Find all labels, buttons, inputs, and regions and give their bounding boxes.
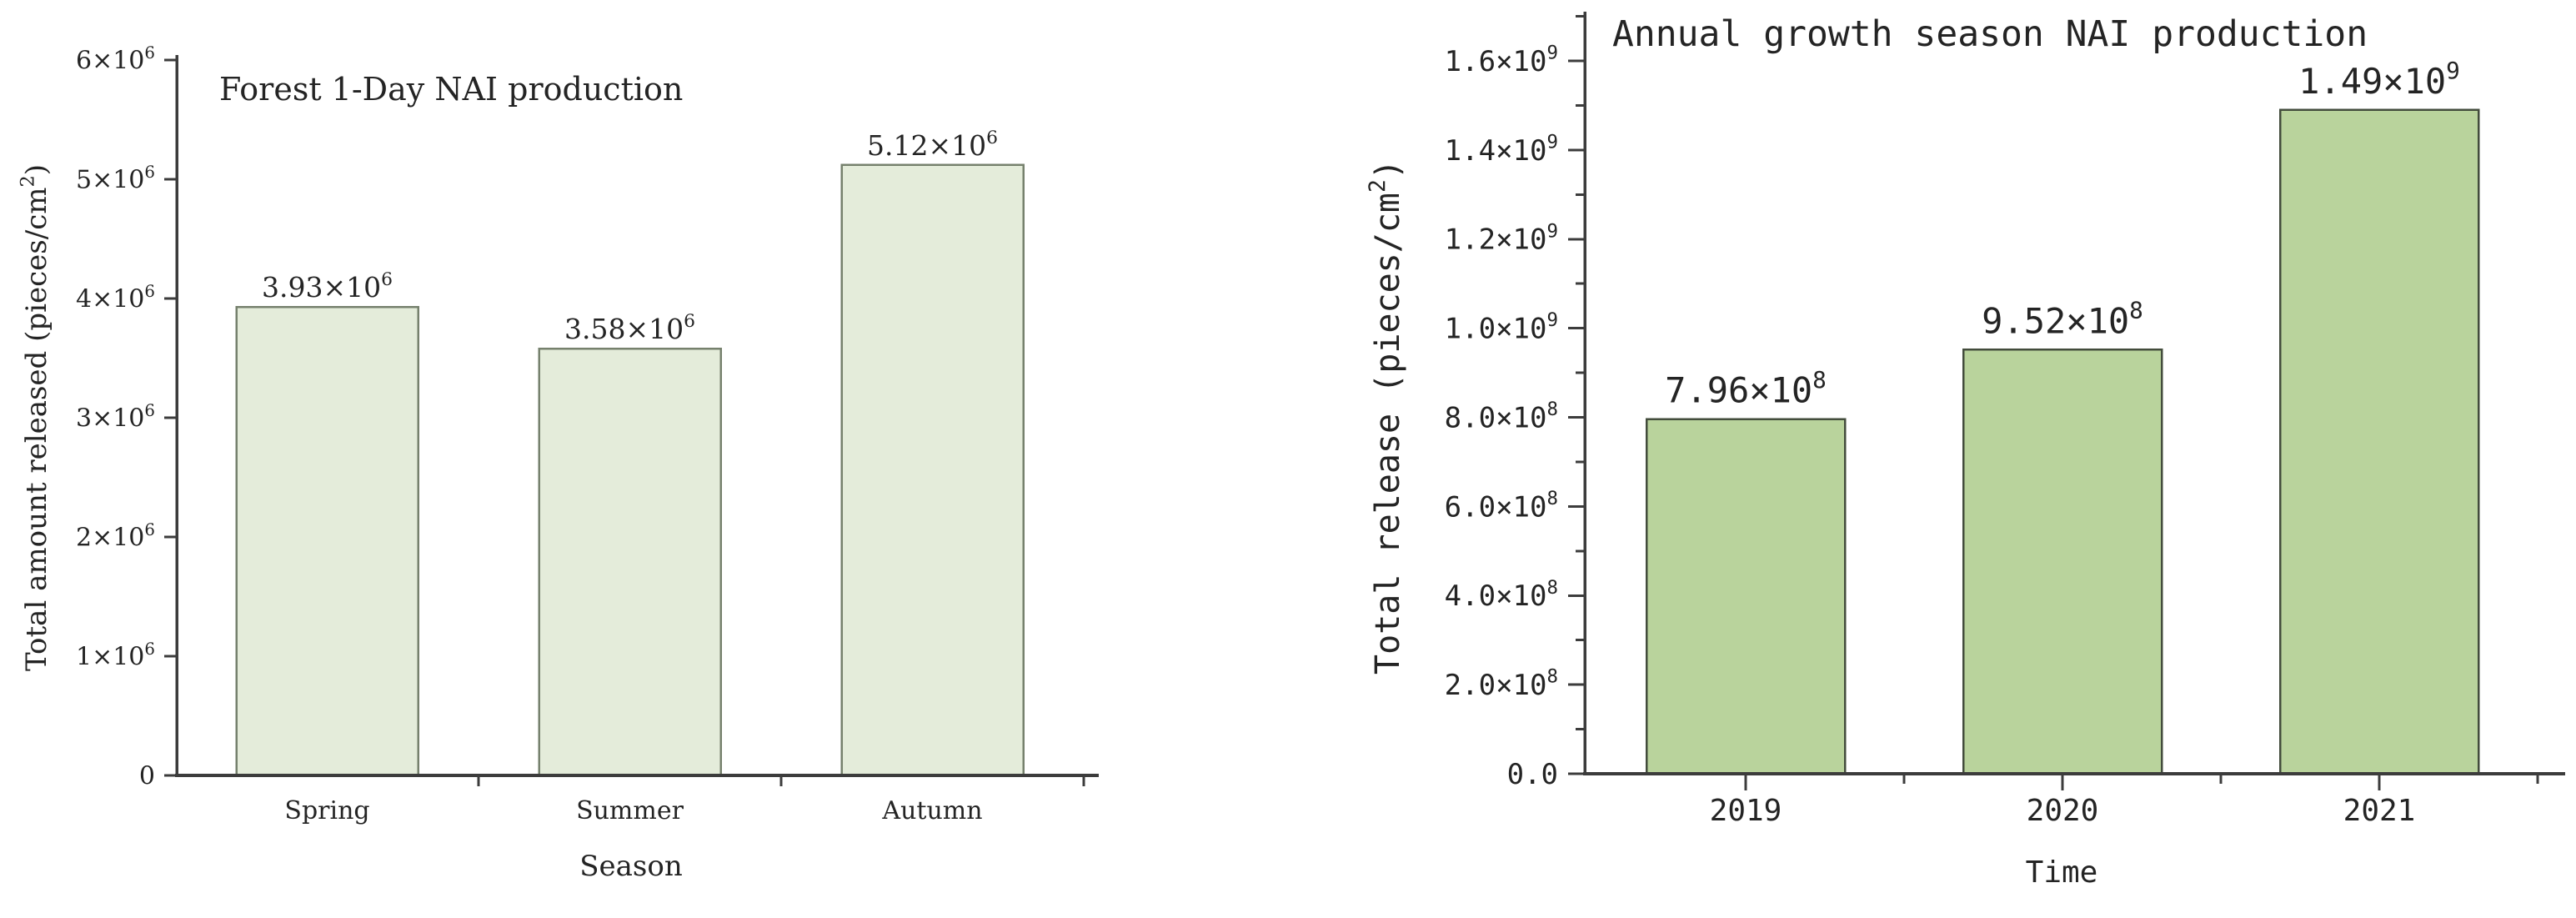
x-tick-label: 2019 (1710, 794, 1782, 828)
bar (538, 347, 722, 777)
y-tick-label: 1×106 (76, 640, 155, 672)
x-tick-label: Spring (284, 796, 369, 825)
y-tick-label: 1.4×109 (1445, 131, 1558, 167)
forest-1day-chart: 0 1×106 2×106 3×106 4×106 5×106 6×106 3.93×106 S… (18, 43, 1099, 883)
y-tick-label: 2×106 (76, 520, 155, 553)
annual-growth-chart-panel: 0.0 2.0×108 4.0×108 6.0×108 8.0×108 1.0×109 1.… (1288, 0, 2576, 918)
y-tick-label: 1.0×109 (1445, 309, 1558, 345)
bar-value-label: 3.58×106 (564, 311, 695, 345)
y-tick-label: 0 (139, 762, 155, 791)
bar (840, 163, 1025, 777)
bar (1962, 349, 2163, 775)
x-axis-title: Time (2026, 855, 2098, 890)
y-tick-label: 2.0×108 (1445, 666, 1558, 702)
x-tick-label: 2020 (2027, 794, 2099, 828)
y-tick-label: 4.0×108 (1445, 577, 1558, 613)
x-tick-label: Autumn (881, 796, 982, 825)
y-tick-label: 1.2×109 (1445, 220, 1558, 256)
y-tick-label: 5×106 (76, 163, 155, 195)
y-tick-label: 8.0×108 (1445, 399, 1558, 434)
annual-growth-chart: 0.0 2.0×108 4.0×108 6.0×108 8.0×108 1.0×109 1.… (1365, 12, 2565, 890)
chart-title: Annual growth season NAI production (1612, 13, 2368, 55)
y-axis-title: Total amount released (pieces/cm2) (18, 164, 53, 671)
y-tick-label: 6×106 (76, 43, 155, 76)
bar-value-label: 1.49×109 (2298, 57, 2460, 102)
bar-value-label: 3.93×106 (262, 269, 393, 303)
y-tick-label: 3×106 (76, 401, 155, 434)
bar-value-label: 7.96×108 (1665, 366, 1827, 411)
y-tick-label: 1.6×109 (1445, 43, 1558, 78)
y-tick-label: 0.0 (1507, 758, 1558, 791)
x-tick-label: 2021 (2343, 794, 2416, 828)
y-tick-label: 6.0×108 (1445, 488, 1558, 524)
bar-value-label: 9.52×108 (1982, 297, 2143, 342)
x-axis-title: Season (579, 850, 683, 883)
y-tick-label: 4×106 (76, 282, 155, 314)
x-tick-label: Summer (576, 796, 684, 825)
chart-title: Forest 1-Day NAI production (219, 71, 683, 108)
bar (1645, 418, 1847, 775)
bar (2278, 108, 2480, 775)
forest-1day-chart-panel: 0 1×106 2×106 3×106 4×106 5×106 6×106 3.93×106 S… (18, 43, 1099, 883)
bar-value-label: 5.12×106 (867, 128, 998, 162)
bar (235, 305, 419, 777)
y-axis-title: Total release (pieces/cm2) (1365, 159, 1407, 675)
